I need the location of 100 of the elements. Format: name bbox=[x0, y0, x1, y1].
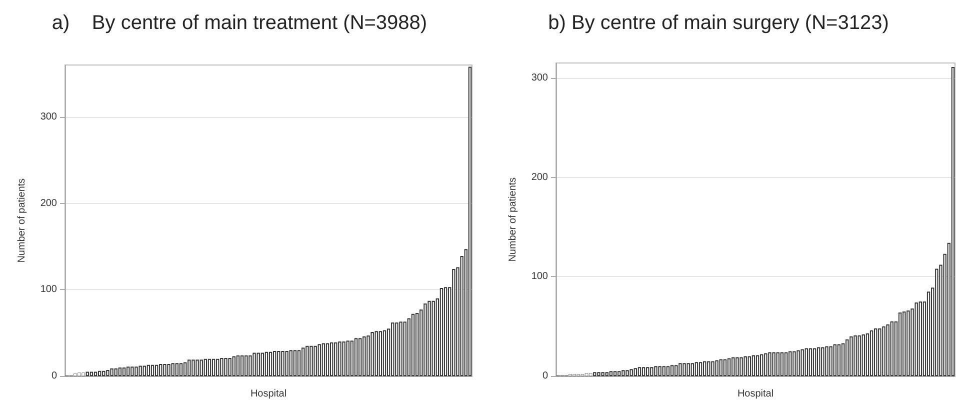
bar bbox=[382, 330, 386, 376]
bar bbox=[273, 351, 276, 376]
bar bbox=[78, 372, 81, 376]
bar bbox=[796, 350, 800, 376]
bar bbox=[342, 342, 346, 376]
bar bbox=[334, 342, 338, 376]
bar bbox=[208, 358, 212, 376]
bar bbox=[240, 355, 244, 376]
bar bbox=[833, 344, 836, 376]
bar bbox=[192, 360, 195, 376]
bar bbox=[330, 342, 334, 376]
bar bbox=[719, 359, 722, 376]
bar bbox=[622, 370, 625, 376]
bar bbox=[232, 356, 236, 376]
bar bbox=[183, 362, 187, 376]
bar bbox=[310, 346, 313, 376]
bar bbox=[252, 352, 256, 376]
bar bbox=[432, 300, 435, 376]
bar bbox=[163, 364, 166, 376]
bar bbox=[812, 348, 816, 376]
bar bbox=[678, 363, 682, 376]
bar bbox=[212, 358, 216, 376]
bar bbox=[914, 302, 918, 376]
bar bbox=[391, 322, 394, 376]
bar bbox=[138, 366, 142, 376]
bar bbox=[740, 357, 743, 376]
bar bbox=[428, 300, 431, 376]
bar bbox=[874, 328, 878, 376]
bar bbox=[878, 328, 882, 376]
bar bbox=[918, 302, 922, 376]
bar bbox=[338, 342, 342, 376]
bar bbox=[906, 310, 910, 376]
bar bbox=[866, 333, 870, 376]
bar bbox=[106, 370, 110, 376]
bar bbox=[584, 373, 588, 376]
bar bbox=[776, 352, 780, 376]
bar bbox=[756, 355, 760, 376]
y-tick-label: 300 bbox=[40, 111, 58, 122]
bar bbox=[732, 357, 735, 376]
bar bbox=[642, 367, 646, 376]
bar bbox=[926, 292, 930, 376]
bar bbox=[452, 268, 456, 376]
bar bbox=[281, 351, 284, 376]
bar bbox=[613, 371, 617, 376]
bar bbox=[146, 364, 150, 376]
bar bbox=[114, 368, 118, 376]
bar bbox=[886, 324, 890, 376]
bar bbox=[118, 367, 122, 376]
y-tick-label: 100 bbox=[531, 271, 548, 282]
bar bbox=[142, 366, 146, 376]
y-tick-label: 0 bbox=[542, 370, 548, 382]
bar bbox=[354, 338, 358, 376]
bar bbox=[126, 366, 130, 376]
bar bbox=[318, 344, 321, 376]
bar bbox=[772, 352, 776, 376]
bar bbox=[858, 335, 861, 376]
bar bbox=[792, 351, 796, 376]
bar bbox=[326, 343, 330, 376]
bar bbox=[808, 348, 812, 376]
bar bbox=[666, 366, 670, 376]
bar bbox=[898, 312, 902, 376]
bar bbox=[424, 304, 427, 376]
bar bbox=[297, 350, 301, 376]
bar bbox=[293, 350, 297, 376]
bar bbox=[236, 355, 240, 376]
bar bbox=[444, 287, 448, 376]
bar bbox=[130, 366, 134, 376]
bar bbox=[707, 361, 710, 376]
bar bbox=[268, 352, 272, 376]
bar bbox=[609, 371, 613, 376]
bar bbox=[285, 351, 288, 376]
bar bbox=[468, 66, 472, 376]
y-tick-label: 200 bbox=[40, 198, 58, 209]
bar bbox=[817, 347, 820, 376]
bar bbox=[638, 367, 642, 376]
bar bbox=[415, 313, 419, 376]
bar bbox=[159, 364, 162, 376]
bar bbox=[825, 346, 828, 376]
bar bbox=[86, 372, 89, 376]
bar bbox=[760, 354, 764, 376]
bar bbox=[597, 372, 600, 376]
bar bbox=[134, 366, 138, 376]
bar bbox=[200, 360, 203, 376]
bar bbox=[715, 360, 718, 376]
bar bbox=[395, 322, 398, 376]
bar bbox=[829, 346, 832, 376]
bar bbox=[870, 330, 874, 376]
bar bbox=[350, 340, 354, 376]
bar bbox=[752, 355, 756, 376]
y-tick-label: 100 bbox=[40, 284, 58, 296]
bar bbox=[780, 352, 784, 376]
bar bbox=[694, 362, 698, 376]
x-axis-title: Hospital bbox=[737, 388, 774, 400]
bar bbox=[224, 358, 228, 376]
bar bbox=[167, 364, 170, 376]
bar bbox=[260, 352, 264, 376]
bar bbox=[188, 360, 191, 376]
bar bbox=[723, 359, 727, 376]
bar bbox=[277, 351, 280, 376]
bar bbox=[788, 351, 792, 376]
